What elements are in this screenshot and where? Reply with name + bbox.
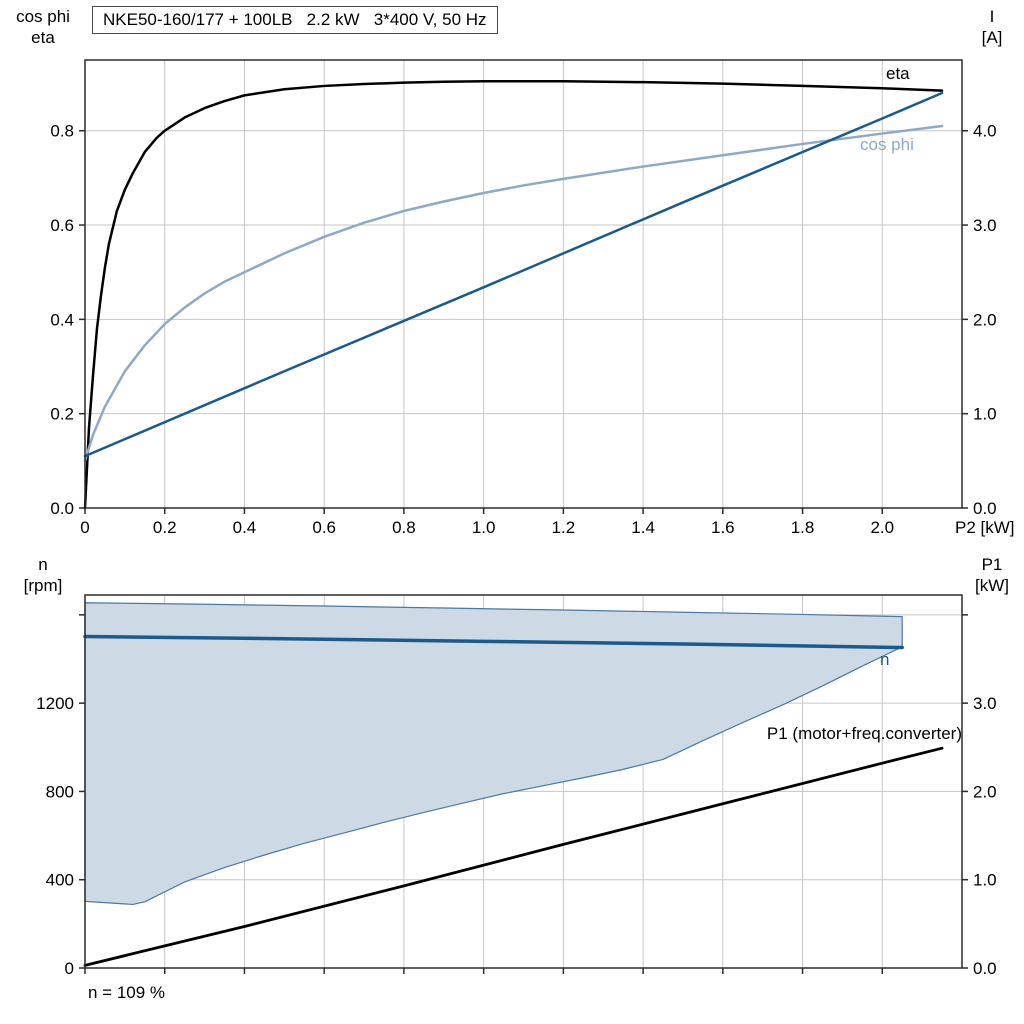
x-tick-label: 2.0 [870, 518, 894, 537]
plot-frame [84, 594, 963, 969]
bottom-left-axis-title-line1: n [38, 555, 48, 574]
speed-percentage-note: n = 109 % [88, 983, 166, 1002]
top-right-axis-title-line1: I [989, 7, 995, 26]
y-left-tick-label: 0 [65, 959, 74, 978]
series-i-line [83, 91, 944, 458]
speed-range-band [84, 602, 903, 906]
y-right-tick-label: 2.0 [973, 310, 997, 329]
bottom-right-axis-title: P1 [kW] [962, 554, 1022, 597]
y-left-tick-label: 400 [46, 871, 74, 890]
x-tick-label: 1.2 [552, 518, 576, 537]
y-right-tick-label: 4.0 [973, 122, 997, 141]
x-tick-label: 1.0 [472, 518, 496, 537]
top-right-axis-title-line2: [A] [981, 28, 1003, 48]
n-series-label: n [880, 650, 890, 669]
top-left-axis-title-line1: cos phi [16, 7, 70, 26]
y-left-tick-label: 0.6 [50, 216, 74, 235]
x-tick-label: 0.8 [392, 518, 416, 537]
x-tick-label: 1.8 [791, 518, 815, 537]
x-tick-label: 0 [80, 518, 89, 537]
chart-area-0: 0 0.2 0.4 0.6 0.8 1.0 1.2 1.4 1.6 1.8 2.0 0.0 0.2 0.4… [50, 59, 997, 537]
x-tick-label: 0.4 [233, 518, 257, 537]
top-right-axis-title: I [A] [962, 6, 1022, 49]
bottom-left-axis-title-line2: [rpm] [23, 576, 63, 596]
y-left-tick-label: 800 [46, 782, 74, 801]
x-tick-label: 1.4 [631, 518, 655, 537]
top-left-axis-title-line2: eta [31, 28, 55, 48]
p1-series-label: P1 (motor+freq.converter) [766, 724, 962, 743]
y-right-tick-label: 3.0 [973, 216, 997, 235]
plot-frame [84, 59, 963, 509]
series-n-line [83, 634, 904, 650]
series-p1-motor-freq-converter-line [83, 746, 944, 967]
y-left-tick-label: 0.2 [50, 405, 74, 424]
x-tick-label: 1.6 [711, 518, 735, 537]
bottom-right-axis-title-line2: [kW] [975, 576, 1009, 596]
y-left-tick-label: 1200 [36, 694, 74, 713]
y-left-tick-label: 0.0 [50, 499, 74, 518]
y-left-tick-label: 0.8 [50, 122, 74, 141]
cos-phi-series-label: cos phi [860, 135, 914, 154]
y-right-tick-label: 0.0 [973, 499, 997, 518]
bottom-left-axis-title: n [rpm] [4, 554, 82, 597]
y-right-tick-label: 1.0 [973, 405, 997, 424]
y-left-tick-label: 0.4 [50, 310, 74, 329]
series-eta-line [83, 79, 944, 510]
x-tick-label: 0.6 [312, 518, 336, 537]
y-right-tick-label: 3.0 [973, 694, 997, 713]
top-left-axis-title: cos phi eta [4, 6, 82, 49]
y-right-tick-label: 2.0 [973, 782, 997, 801]
x-tick-label: 0.2 [153, 518, 177, 537]
eta-series-label: eta [886, 64, 910, 83]
chart-title-box: NKE50-160/177 + 100LB 2.2 kW 3*400 V, 50… [92, 6, 498, 34]
bottom-right-axis-title-line1: P1 [981, 555, 1003, 574]
series-cos-phi-line [83, 124, 944, 463]
y-right-tick-label: 1.0 [973, 871, 997, 890]
chart-area-1: 0 400 800 1200 0.0 1.0 2.0 3.0 [36, 594, 997, 978]
y-right-tick-label: 0.0 [973, 959, 997, 978]
x-axis-title: P2 [kW] [955, 518, 1015, 537]
